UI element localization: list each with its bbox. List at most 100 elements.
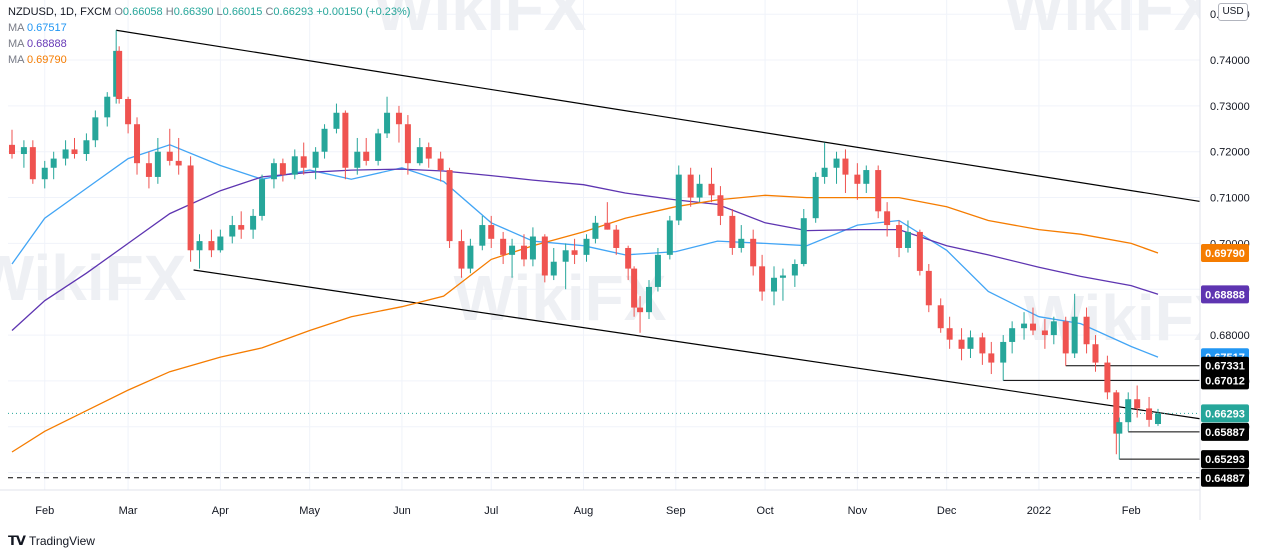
time-tick-label: Feb bbox=[1122, 505, 1141, 517]
candle-body bbox=[229, 225, 236, 237]
candle bbox=[520, 234, 527, 267]
candle-body bbox=[134, 124, 141, 164]
candle-body bbox=[41, 167, 48, 180]
candle bbox=[687, 167, 694, 207]
time-tick-label: Dec bbox=[937, 505, 957, 517]
candle bbox=[154, 137, 161, 184]
candle-body bbox=[1104, 362, 1111, 393]
price-tick-label: 0.74000 bbox=[1210, 55, 1250, 67]
candle bbox=[604, 202, 611, 230]
candle bbox=[842, 149, 849, 193]
candle-body bbox=[759, 266, 766, 292]
candle bbox=[613, 225, 620, 255]
candle bbox=[71, 137, 78, 159]
candle-body bbox=[631, 268, 638, 308]
candle bbox=[988, 341, 995, 375]
candle-body bbox=[104, 96, 111, 118]
candle bbox=[666, 215, 673, 260]
candle bbox=[208, 229, 215, 258]
candle-body bbox=[125, 99, 132, 125]
candle bbox=[708, 167, 715, 203]
candle-body bbox=[312, 151, 319, 168]
candle-body bbox=[1009, 328, 1016, 342]
candle bbox=[437, 151, 444, 182]
price-label-box bbox=[1201, 422, 1249, 441]
legend-change: +0.00150 (+0.23%) bbox=[316, 6, 411, 18]
price-label-text: 0.64887 bbox=[1205, 473, 1245, 485]
candle bbox=[583, 234, 590, 262]
price-labels: 0.697900.688880.675170.673310.670120.662… bbox=[1201, 244, 1249, 487]
footer-branding[interactable]: 𝗧𝗩 TradingView bbox=[8, 533, 95, 549]
candle bbox=[363, 137, 370, 166]
candle-body bbox=[1029, 323, 1036, 331]
price-tick-label: 0.71000 bbox=[1210, 193, 1250, 205]
candle bbox=[20, 140, 27, 168]
candle-body bbox=[458, 241, 465, 269]
candle bbox=[1092, 335, 1099, 372]
candle-body bbox=[300, 156, 307, 168]
candle bbox=[50, 151, 57, 180]
candle bbox=[967, 330, 974, 358]
candle-body bbox=[187, 165, 194, 251]
candle bbox=[821, 142, 828, 184]
candle bbox=[833, 151, 840, 184]
candle-body bbox=[833, 158, 840, 168]
candle-body bbox=[583, 238, 590, 255]
candle bbox=[416, 137, 423, 166]
candle-body bbox=[71, 149, 78, 155]
time-tick-label: Sep bbox=[666, 505, 686, 517]
candle bbox=[1029, 307, 1036, 336]
candle-body bbox=[675, 174, 682, 221]
candle-body bbox=[354, 151, 361, 168]
candle-body bbox=[1050, 321, 1057, 336]
candle-body bbox=[666, 220, 673, 255]
candle-body bbox=[259, 179, 266, 216]
candle-body bbox=[1071, 316, 1078, 354]
candle-body bbox=[904, 231, 911, 248]
candle bbox=[875, 165, 882, 219]
currency-button[interactable]: USD bbox=[1218, 3, 1248, 21]
candle bbox=[500, 231, 507, 265]
candle bbox=[937, 298, 944, 333]
time-tick-label: Aug bbox=[574, 505, 594, 517]
candle bbox=[1083, 307, 1090, 354]
candle-body bbox=[363, 151, 370, 161]
price-label: 0.64887 bbox=[1201, 468, 1249, 487]
legend-close: 0.66293 bbox=[273, 6, 314, 18]
candle bbox=[1104, 355, 1111, 400]
candle bbox=[395, 105, 402, 143]
candle bbox=[1062, 316, 1069, 366]
legend-ma-row-3[interactable]: MA 0.69790 bbox=[8, 52, 410, 68]
legend-symbol[interactable]: NZDUSD, 1D, FXCM bbox=[8, 6, 112, 18]
channel-upper-line bbox=[116, 29, 1201, 203]
candle bbox=[166, 128, 173, 166]
price-label-text: 0.65293 bbox=[1205, 454, 1245, 466]
time-tick-label: May bbox=[299, 505, 320, 517]
candle bbox=[759, 254, 766, 301]
legend-ma-row-2[interactable]: MA 0.68888 bbox=[8, 36, 410, 52]
price-label: 0.69790 bbox=[1201, 244, 1249, 263]
candle bbox=[1009, 321, 1016, 354]
time-tick-label: Jun bbox=[393, 505, 411, 517]
time-tick-label: Oct bbox=[757, 505, 774, 517]
candle bbox=[1155, 408, 1161, 426]
candle-body bbox=[925, 270, 932, 306]
candle bbox=[925, 264, 932, 313]
candle bbox=[509, 238, 516, 278]
price-label-text: 0.69790 bbox=[1205, 248, 1245, 260]
price-label: 0.67012 bbox=[1201, 371, 1249, 390]
watermark-text: WikiFX bbox=[0, 242, 187, 314]
price-label-box bbox=[1201, 285, 1249, 304]
time-tick-label: Nov bbox=[848, 505, 868, 517]
candle-body bbox=[145, 163, 152, 177]
candle-body bbox=[988, 353, 995, 363]
candle-body bbox=[875, 170, 882, 212]
candle bbox=[529, 227, 536, 267]
candle-body bbox=[592, 222, 599, 239]
candle bbox=[738, 225, 745, 253]
candle bbox=[259, 174, 266, 221]
legend-ma-row-1[interactable]: MA 0.67517 bbox=[8, 20, 410, 36]
candle bbox=[92, 110, 99, 148]
time-tick-label: Feb bbox=[35, 505, 54, 517]
